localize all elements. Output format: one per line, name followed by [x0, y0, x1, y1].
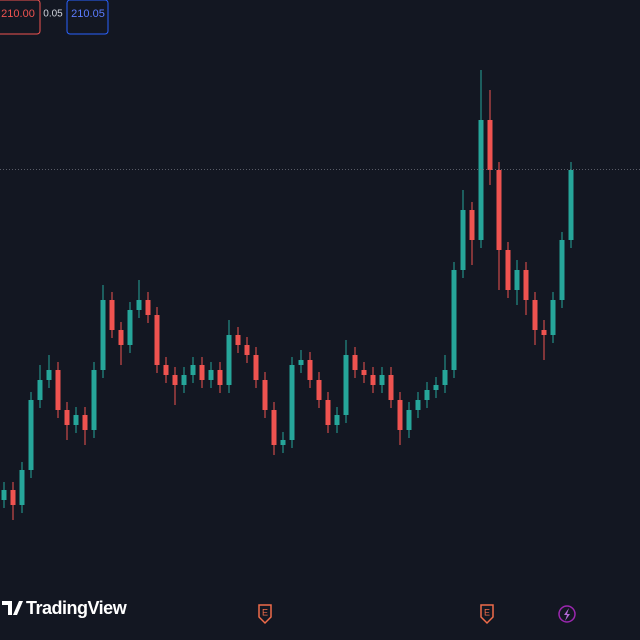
- lightning-marker: [558, 605, 576, 623]
- candle-body: [325, 400, 331, 425]
- event-label: E: [262, 607, 268, 617]
- candle-body: [46, 370, 52, 380]
- candle-body: [379, 375, 385, 385]
- candle-body: [127, 310, 133, 345]
- candle-body: [55, 370, 61, 410]
- candle-body: [1, 490, 7, 500]
- candle-body: [100, 300, 106, 370]
- candle-body: [352, 355, 358, 370]
- lightning-icon: [564, 608, 570, 621]
- candle-body: [181, 375, 187, 385]
- candle-body: [460, 210, 466, 270]
- logo: TradingView: [2, 598, 128, 618]
- candle-body: [361, 370, 367, 375]
- candle-body: [541, 330, 547, 335]
- candle-body: [19, 470, 25, 505]
- candle-body: [568, 170, 574, 240]
- candle-body: [406, 410, 412, 430]
- candle-body: [163, 365, 169, 375]
- event-label: E: [484, 607, 490, 617]
- candle-body: [289, 365, 295, 440]
- candle-body: [271, 410, 277, 445]
- candle-body: [514, 270, 520, 290]
- candle-body: [37, 380, 43, 400]
- candle-body: [532, 300, 538, 330]
- candle-body: [442, 370, 448, 385]
- candle-body: [10, 490, 16, 505]
- candle-body: [226, 335, 232, 385]
- candle-body: [154, 315, 160, 365]
- candle-body: [343, 355, 349, 415]
- candle-body: [478, 120, 484, 240]
- candle-body: [487, 120, 493, 170]
- logo-icon: [2, 601, 23, 615]
- candle-body: [244, 345, 250, 355]
- candle-body: [451, 270, 457, 370]
- candle-body: [505, 250, 511, 290]
- candle-body: [73, 415, 79, 425]
- candle-body: [145, 300, 151, 315]
- candle-body: [496, 170, 502, 250]
- quote-box: 210.00 0.05 210.05: [0, 0, 109, 35]
- candle-body: [190, 365, 196, 375]
- candle-body: [28, 400, 34, 470]
- candle-body: [136, 300, 142, 310]
- candle-body: [550, 300, 556, 335]
- spread: 0.05: [43, 9, 63, 20]
- candle-body: [118, 330, 124, 345]
- candle-body: [109, 300, 115, 330]
- candle-body: [172, 375, 178, 385]
- bid-price: 210.00: [1, 8, 35, 20]
- ask-box: [66, 0, 109, 35]
- candle-body: [253, 355, 259, 380]
- candle-body: [307, 360, 313, 380]
- event-marker: [480, 604, 494, 625]
- candle-body: [433, 385, 439, 390]
- candle-body: [217, 370, 223, 385]
- candle-body: [235, 335, 241, 345]
- event-marker: [258, 604, 272, 625]
- candle-body: [415, 400, 421, 410]
- candles: [1, 70, 574, 520]
- candle-body: [82, 415, 88, 430]
- candle-body: [91, 370, 97, 430]
- candle-body: [397, 400, 403, 430]
- candle-body: [208, 370, 214, 380]
- candle-body: [469, 210, 475, 240]
- candle-body: [280, 440, 286, 445]
- candle-body: [388, 375, 394, 400]
- candle-body: [316, 380, 322, 400]
- candle-body: [262, 380, 268, 410]
- candle-body: [523, 270, 529, 300]
- candle-body: [370, 375, 376, 385]
- bid-box: [0, 0, 41, 35]
- candle-body: [559, 240, 565, 300]
- lightning-ring: [558, 605, 576, 623]
- candle-body: [334, 415, 340, 425]
- candle-body: [424, 390, 430, 400]
- candle-body: [298, 360, 304, 365]
- candle-body: [64, 410, 70, 425]
- candle-body: [199, 365, 205, 380]
- ask-price: 210.05: [71, 8, 105, 20]
- brand: TradingView: [26, 598, 128, 618]
